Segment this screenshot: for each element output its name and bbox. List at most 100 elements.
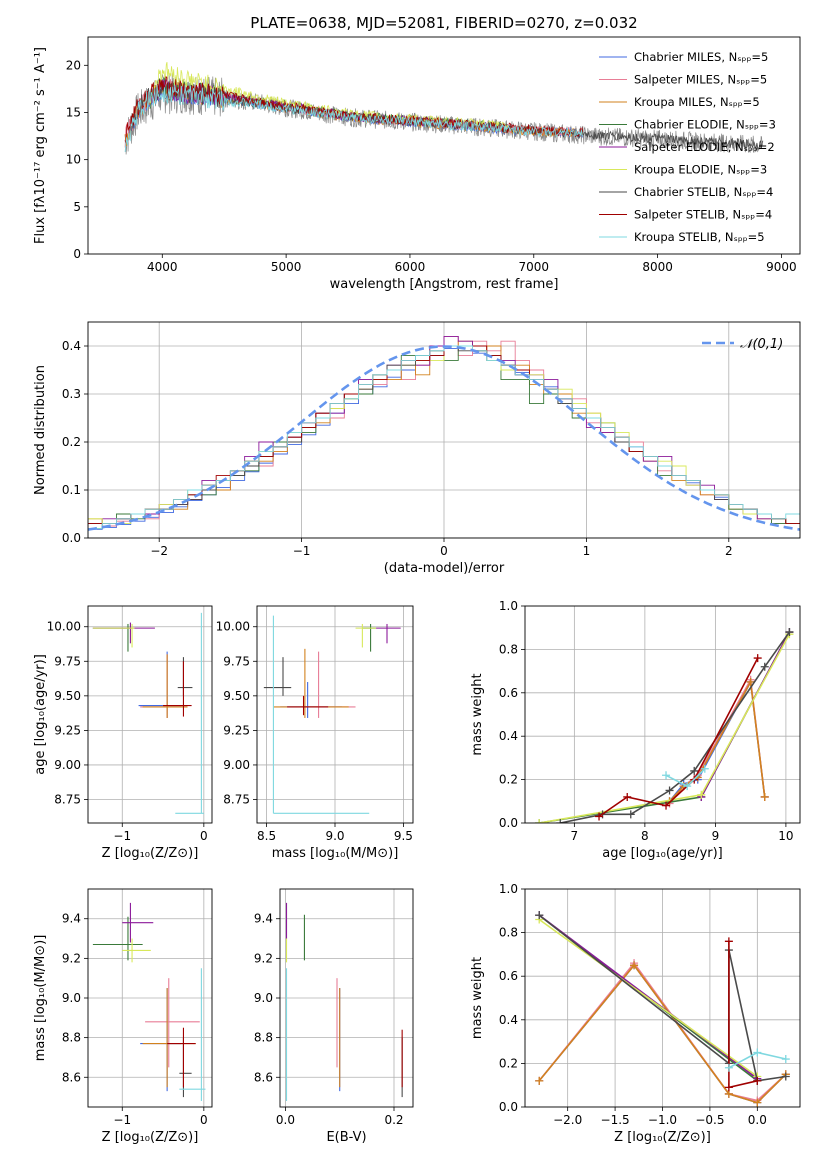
x-axis-label: Z [log₁₀(Z/Z⊙)] [102, 846, 199, 861]
data-marker [535, 1076, 544, 1085]
x-tick-label: 0.0 [276, 1113, 295, 1127]
x-tick-label: −1 [293, 544, 311, 558]
axes-frame [256, 605, 414, 824]
weight-series-4 [535, 911, 762, 1083]
y-axis-label: age [log₁₀(age/yr)] [33, 654, 48, 775]
data-marker [535, 819, 544, 823]
y-tick-label: 0.8 [499, 926, 518, 940]
panel-z-age: −1 0 8.75 9.00 9.25 9.50 9.75 10.00 Z [log₁₀(Z/Z… [33, 605, 213, 861]
errorbar-point-6 [179, 1037, 192, 1098]
panel-ebv-mass: 0.0 0.2 8.6 8.8 9.0 9.2 9.4 E(B-V) [254, 888, 414, 1145]
y-tick-label: 8.75 [54, 793, 81, 807]
y-tick-label: 8.6 [62, 1070, 81, 1084]
legend: Chabrier MILES, Nₛₚₚ=5 Salpeter MILES, Nₛ… [599, 50, 776, 244]
y-tick-label: 8.8 [254, 1031, 273, 1045]
x-tick-label: 0 [200, 1113, 208, 1127]
x-tick-label: 4000 [147, 260, 178, 274]
data-marker [781, 1055, 790, 1064]
y-tick-label: 1.0 [499, 599, 518, 613]
y-tick-label: 9.4 [62, 912, 81, 926]
y-tick-label: 0.2 [499, 773, 518, 787]
y-axis-label: mass weight [470, 957, 485, 1039]
data-marker [690, 766, 699, 775]
y-axis-label: mass weight [470, 673, 485, 755]
x-tick-label: 6000 [395, 260, 426, 274]
y-tick-label: 0.4 [62, 339, 81, 353]
x-axis-label: Z [log₁₀(Z/Z⊙)] [102, 1130, 199, 1145]
y-tick-label: 8.8 [62, 1031, 81, 1045]
data-marker [700, 764, 709, 773]
errorbar-point-8 [179, 968, 206, 1102]
y-tick-label: 0.8 [499, 642, 518, 656]
legend-entry: Chabrier STELIB, Nₛₚₚ=4 [634, 185, 773, 199]
y-tick-label: 1.0 [499, 882, 518, 896]
plot-area [280, 889, 413, 1107]
x-axis-label: mass [log₁₀(M/M⊙)] [272, 846, 399, 861]
data-marker [662, 801, 671, 810]
y-tick-label: 9.0 [254, 991, 273, 1005]
x-tick-label: 9000 [766, 260, 797, 274]
x-tick-label: −1.0 [648, 1113, 677, 1127]
chart-title: PLATE=0638, MJD=52081, FIBERID=0270, z=0… [250, 14, 637, 32]
x-axis-label: age [log₁₀(age/yr)] [602, 846, 723, 861]
x-tick-label: 0.2 [384, 1113, 403, 1127]
axes-frame [279, 888, 414, 1108]
x-tick-label: 2 [725, 544, 733, 558]
data-marker [556, 819, 565, 823]
data-marker [697, 790, 706, 799]
data-marker [623, 792, 632, 801]
errorbar-point-4 [376, 623, 401, 644]
errorbar-point-5 [122, 938, 151, 963]
errorbar-point-7 [163, 661, 192, 717]
panel-residuals: −2 −1 0 1 2 0.0 0.1 0.2 0.3 0.4 (data-model)/error… [33, 321, 801, 576]
legend: 𝒩(0,1) [702, 337, 783, 352]
data-marker [760, 792, 769, 801]
y-tick-label: 9.75 [223, 654, 250, 668]
axes-frame [87, 321, 801, 539]
data-marker [662, 771, 671, 780]
errorbar-point-0 [140, 988, 181, 1092]
errorbar-point-5 [355, 623, 377, 648]
data-marker [753, 1048, 762, 1057]
errorbar-point-7 [287, 695, 329, 716]
data-marker [753, 1098, 762, 1107]
y-axis-label: mass [log₁₀(M/M⊙)] [33, 935, 48, 1062]
x-tick-label: −2 [150, 544, 168, 558]
y-axis-label: Normed distribution [33, 365, 48, 495]
legend-entry: Salpeter STELIB, Nₛₚₚ=4 [634, 208, 772, 222]
axes-frame [87, 888, 213, 1108]
data-marker [746, 677, 755, 686]
x-tick-label: −2.0 [553, 1113, 582, 1127]
x-axis-label: (data-model)/error [384, 561, 505, 576]
y-tick-label: 9.25 [54, 723, 81, 737]
errorbar-point-1 [145, 978, 200, 1068]
y-tick-label: 9.50 [54, 689, 81, 703]
y-tick-label: 9.00 [223, 758, 250, 772]
legend-entry: Kroupa ELODIE, Nₛₚₚ=3 [634, 163, 767, 177]
weight-series-7 [724, 937, 762, 1092]
errorbar-point-4 [92, 622, 155, 644]
x-axis-label: wavelength [Angstrom, rest frame] [330, 277, 559, 292]
errorbar-point-8 [175, 612, 204, 814]
y-axis-label: Flux [fλ10⁻¹⁷ erg cm⁻² s⁻¹ A⁻¹] [33, 47, 48, 244]
x-tick-label: 8 [641, 829, 649, 843]
data-marker [781, 1072, 790, 1081]
y-tick-label: 15 [66, 105, 81, 119]
x-tick-label: 9 [712, 829, 720, 843]
x-tick-label: 0 [200, 829, 208, 843]
y-tick-label: 0.1 [62, 483, 81, 497]
data-marker [724, 937, 733, 946]
legend-entry: Kroupa STELIB, Nₛₚₚ=5 [634, 230, 765, 244]
errorbar-point-1 [140, 654, 188, 718]
x-tick-label: −1 [113, 1113, 131, 1127]
y-tick-label: 8.6 [254, 1070, 273, 1084]
errorbar-point-6 [177, 657, 193, 696]
data-marker [724, 1083, 733, 1092]
data-marker [665, 786, 674, 795]
y-tick-label: 0.0 [499, 816, 518, 830]
y-tick-label: 9.00 [54, 758, 81, 772]
plot-area [525, 889, 800, 1107]
errorbar-point-5 [92, 623, 135, 648]
y-tick-label: 0.3 [62, 387, 81, 401]
